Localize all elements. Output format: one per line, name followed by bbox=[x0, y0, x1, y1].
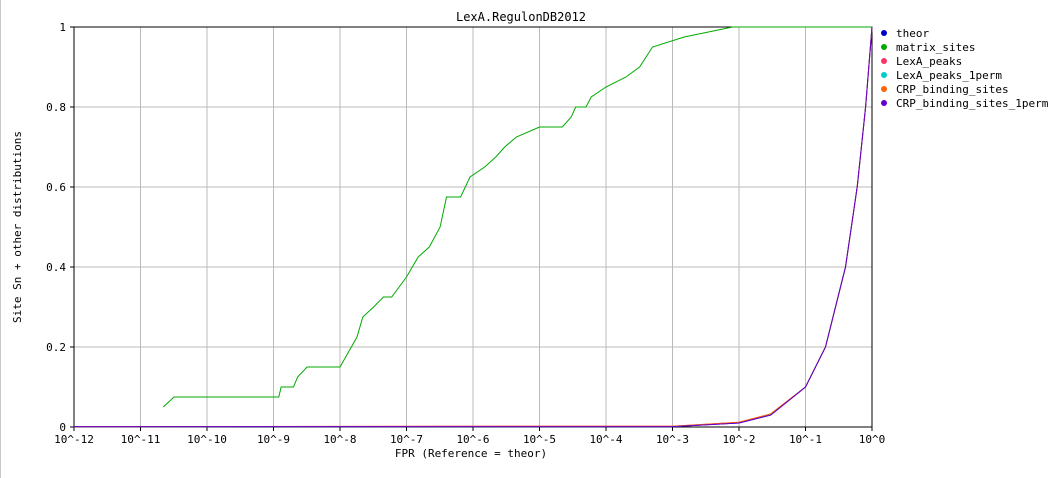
y-tick-label: 0 bbox=[59, 421, 66, 434]
x-tick-label: 10^-5 bbox=[523, 433, 556, 446]
legend-label-theor: theor bbox=[896, 27, 929, 40]
y-tick-label: 0.2 bbox=[46, 341, 66, 354]
x-axis-label: FPR (Reference = theor) bbox=[395, 447, 547, 460]
x-tick-label: 10^-3 bbox=[656, 433, 689, 446]
x-tick-label: 10^0 bbox=[859, 433, 886, 446]
legend-marker-LexA_peaks bbox=[881, 58, 887, 64]
y-axis-label: Site Sn + other distributions bbox=[11, 131, 24, 323]
series-line-CRP_binding_sites_1perm bbox=[74, 26, 873, 428]
legend-marker-CRP_binding_sites_1perm bbox=[881, 100, 887, 106]
x-tick-label: 10^-1 bbox=[789, 433, 822, 446]
x-axis-ticks: 10^-12 10^-11 10^-10 10^-9 10^-8 10^-7 10^-6 10… bbox=[54, 427, 885, 446]
x-tick-label: 10^-4 bbox=[589, 433, 622, 446]
grid-lines bbox=[73, 26, 873, 428]
y-tick-label: 0.8 bbox=[46, 101, 66, 114]
series-line-matrix_sites bbox=[162, 26, 872, 408]
x-tick-label: 10^-7 bbox=[390, 433, 423, 446]
legend-label-CRP_binding_sites: CRP_binding_sites bbox=[896, 83, 1009, 96]
series-layer bbox=[73, 26, 873, 428]
legend: theormatrix_sitesLexA_peaksLexA_peaks_1p… bbox=[881, 27, 1049, 110]
legend-marker-matrix_sites bbox=[881, 44, 887, 50]
x-tick-label: 10^-10 bbox=[187, 433, 227, 446]
x-tick-label: 10^-8 bbox=[323, 433, 356, 446]
chart-title: LexA.RegulonDB2012 bbox=[456, 10, 586, 24]
legend-label-LexA_peaks_1perm: LexA_peaks_1perm bbox=[896, 69, 1002, 82]
left-edge-divider bbox=[0, 0, 1, 478]
y-axis-ticks: 0 0.2 0.4 0.6 0.8 1 bbox=[46, 21, 74, 434]
legend-label-LexA_peaks: LexA_peaks bbox=[896, 55, 962, 68]
legend-label-CRP_binding_sites_1perm: CRP_binding_sites_1perm bbox=[896, 97, 1049, 110]
legend-label-matrix_sites: matrix_sites bbox=[896, 41, 975, 54]
x-tick-label: 10^-2 bbox=[722, 433, 755, 446]
legend-marker-CRP_binding_sites bbox=[881, 86, 887, 92]
legend-marker-LexA_peaks_1perm bbox=[881, 72, 887, 78]
x-tick-label: 10^-12 bbox=[54, 433, 94, 446]
y-tick-label: 0.4 bbox=[46, 261, 66, 274]
legend-marker-theor bbox=[881, 30, 887, 36]
x-tick-label: 10^-9 bbox=[257, 433, 290, 446]
x-tick-label: 10^-11 bbox=[121, 433, 161, 446]
y-tick-label: 0.6 bbox=[46, 181, 66, 194]
x-tick-label: 10^-6 bbox=[456, 433, 489, 446]
y-tick-label: 1 bbox=[59, 21, 66, 34]
